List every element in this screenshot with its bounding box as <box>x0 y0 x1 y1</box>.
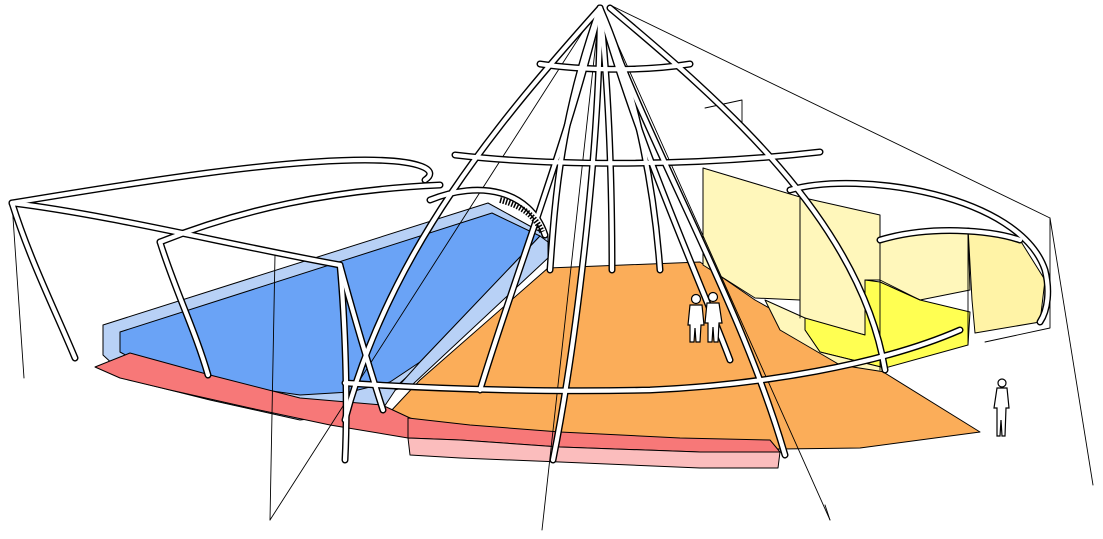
person-figure <box>993 378 1010 437</box>
apron-front <box>407 437 781 469</box>
pool-coil <box>499 197 545 234</box>
people-group <box>687 291 1010 437</box>
person-figure <box>687 293 705 343</box>
arch-structure <box>8 4 1052 464</box>
person-figure <box>704 291 723 343</box>
